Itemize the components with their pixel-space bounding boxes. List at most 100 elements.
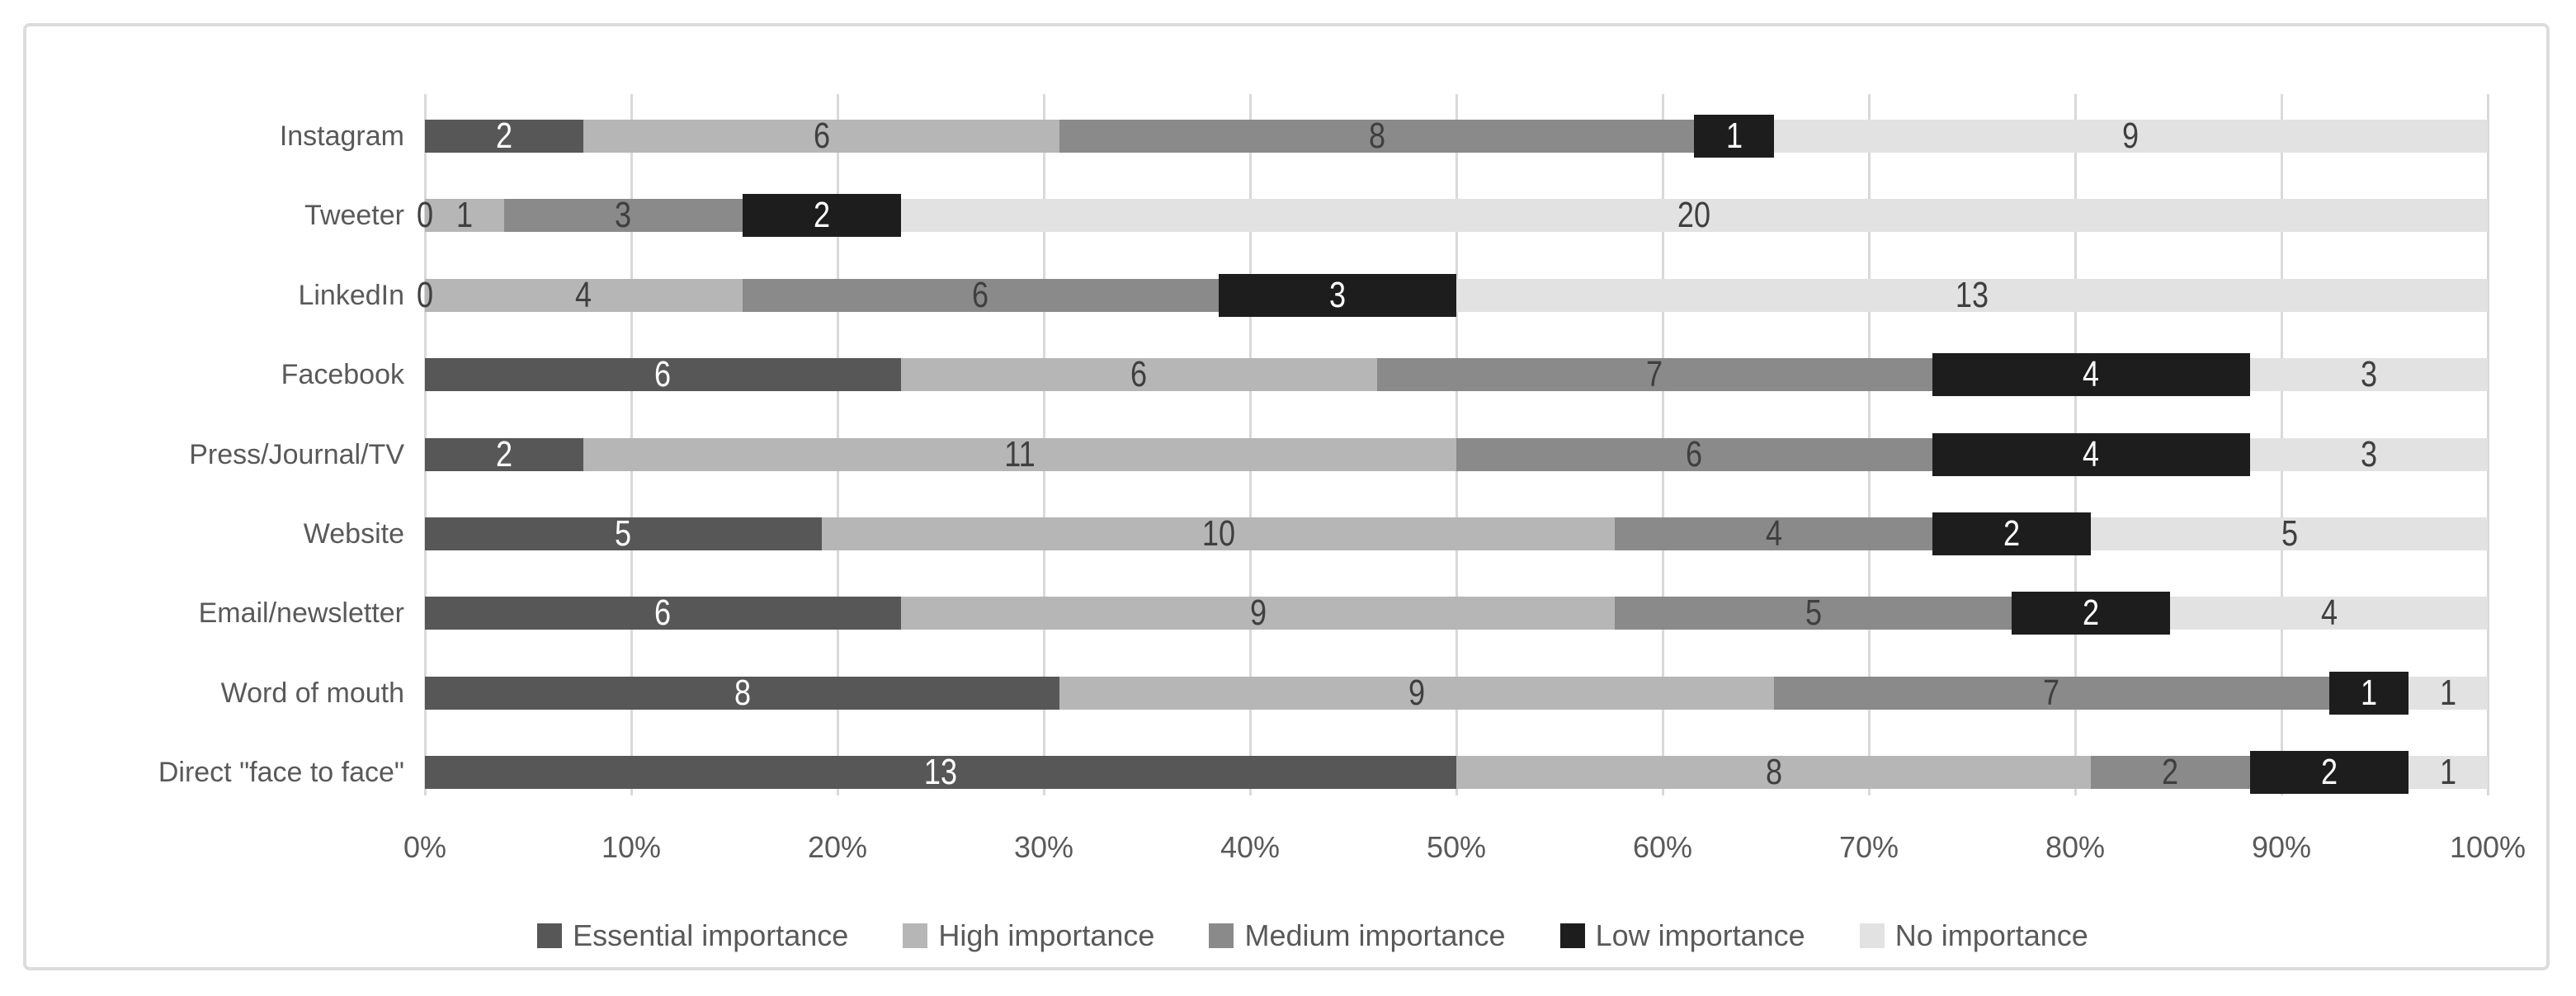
bar-segment: 4	[2170, 592, 2488, 634]
axis-tick-label: 30%	[1013, 830, 1074, 864]
value-label: 8	[1765, 752, 1782, 793]
value-label: 6	[654, 354, 672, 395]
bar-segment: 5	[1615, 592, 2012, 634]
bar-segment: 4	[1615, 516, 1932, 552]
bar-segment: 8	[1456, 752, 2092, 793]
value-label: 0	[416, 195, 434, 236]
bar-segment: 6	[1455, 436, 1932, 472]
bar-segment: 3	[504, 197, 743, 234]
bar-segment: 2	[2091, 754, 2250, 791]
bar-segment: 1	[2408, 752, 2488, 793]
bar-segment: 6	[742, 274, 1219, 315]
bar-segment: 13	[1455, 274, 2488, 315]
value-label: 10	[1201, 513, 1235, 554]
axis-tick-label: 10%	[601, 830, 662, 864]
legend-item: No importance	[1859, 919, 2088, 952]
value-label: 7	[1646, 354, 1663, 395]
bar-segment: 9	[900, 592, 1616, 634]
plot-area: 2 6 8 1 9 0 1 3 2 20 0 4 6 3 13 6 6 7 4 3 2 11 6 4 3 5 10 4 2 5 6 9 5 2 4 8…	[417, 94, 2489, 795]
category-label: LinkedIn	[298, 279, 404, 311]
bar-segment: 6	[900, 354, 1377, 395]
bar-segment: 6	[425, 354, 901, 395]
legend-swatch	[1859, 923, 1885, 948]
axis-tick-label: 60%	[1632, 830, 1693, 864]
bar-row: 0 1 3 2 20	[417, 192, 2488, 238]
legend-swatch	[537, 923, 563, 948]
legend-swatch	[1559, 923, 1585, 948]
bar-segment: 9	[1773, 116, 2488, 156]
legend-item: High importance	[903, 919, 1154, 952]
value-label: 8	[734, 672, 751, 713]
bar-segment: 20	[900, 195, 2488, 236]
bar-row: 6 6 7 4 3	[425, 352, 2488, 398]
legend-swatch	[1209, 923, 1234, 948]
value-label: 4	[2083, 354, 2100, 395]
axis-tick-label: 0%	[403, 830, 447, 864]
value-label: 6	[813, 116, 830, 156]
bar-row: 5 10 4 2 5	[425, 511, 2488, 557]
value-label: 11	[1004, 433, 1036, 474]
bar-segment: 2	[2249, 751, 2409, 795]
value-label: 13	[1955, 274, 1989, 315]
value-label: 9	[1249, 592, 1267, 634]
legend-item: Medium importance	[1209, 918, 1506, 952]
legend-item: Essential importance	[537, 919, 848, 952]
bar-segment: 10	[821, 513, 1616, 554]
bar-segment: 5	[425, 516, 822, 552]
category-label: Facebook	[281, 359, 404, 391]
category-label: Website	[303, 518, 404, 550]
value-label: 5	[2281, 513, 2298, 554]
value-label: 1	[2439, 672, 2456, 713]
bar-row: 0 4 6 3 13	[417, 272, 2488, 319]
value-label: 6	[972, 274, 989, 315]
bar-segment: 2	[1932, 512, 2092, 555]
bar-segment: 4	[425, 274, 743, 315]
value-label: 6	[1130, 354, 1148, 395]
value-label: 4	[2083, 433, 2100, 474]
value-label: 2	[2320, 752, 2338, 793]
axis-tick-label: 90%	[2251, 830, 2312, 864]
bar-segment: 9	[1059, 672, 1774, 713]
value-label: 5	[1805, 592, 1822, 634]
value-label: 4	[2320, 592, 2338, 634]
category-label: Email/newsletter	[198, 597, 404, 630]
value-label: 20	[1677, 195, 1711, 236]
value-label: 2	[496, 433, 513, 474]
value-label: 9	[1408, 672, 1425, 713]
value-label: 8	[1368, 116, 1385, 156]
legend-swatch	[903, 923, 928, 948]
bar-segment: 11	[583, 433, 1456, 474]
value-label: 6	[654, 592, 672, 634]
value-label: 2	[2083, 592, 2100, 634]
value-label: 3	[1328, 274, 1346, 315]
bar-row: 6 9 5 2 4	[425, 590, 2488, 636]
bar-segment: 6	[425, 592, 901, 634]
bar-segment: 7	[1773, 672, 2329, 713]
value-label: 1	[1725, 116, 1743, 156]
bar-row: 2 11 6 4 3	[425, 432, 2488, 478]
value-label: 13	[923, 752, 958, 793]
bar-segment: 4	[1932, 353, 2250, 397]
axis-tick-label: 50%	[1426, 830, 1487, 864]
bar-segment: 2	[425, 116, 584, 156]
bar-segment: 5	[2091, 513, 2488, 554]
chart-frame: 2 6 8 1 9 0 1 3 2 20 0 4 6 3 13 6 6 7 4 3 2 11 6 4 3 5 10 4 2 5 6 9 5 2 4 8…	[23, 23, 2550, 970]
value-label: 9	[2122, 116, 2140, 156]
bar-segment: 1	[1694, 115, 1774, 158]
bar-segment: 3	[2249, 436, 2488, 472]
bar-segment: 1	[2408, 672, 2488, 713]
legend: Essential importance High importance Mediu…	[50, 909, 2576, 962]
value-label: 2	[496, 116, 513, 156]
value-label: 4	[575, 274, 592, 315]
category-label: Press/Journal/TV	[189, 438, 404, 470]
bar-segment: 2	[2012, 592, 2171, 635]
value-label: 7	[2043, 672, 2060, 713]
value-label: 1	[2439, 752, 2456, 793]
category-label: Word of mouth	[220, 677, 404, 709]
bar-segment: 6	[583, 116, 1060, 156]
category-label: Direct "face to face"	[158, 757, 404, 789]
bar-segment: 1	[2328, 671, 2409, 715]
gridline	[2487, 94, 2489, 795]
legend-label: Medium importance	[1244, 918, 1506, 952]
